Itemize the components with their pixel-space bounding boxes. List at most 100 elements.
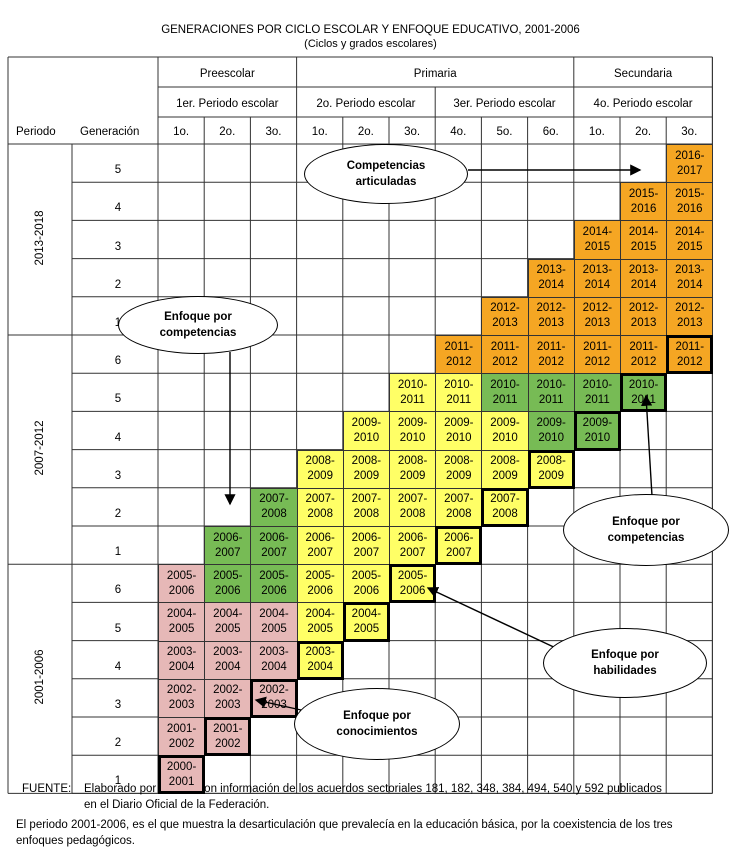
cycle-start: 2004-	[213, 607, 243, 620]
cycle-cell: 2012- 2013	[620, 296, 668, 336]
cycle-start: 2011-	[629, 340, 658, 353]
cycle-cell: 2012- 2013	[481, 296, 529, 336]
cycle-end: 2009	[492, 470, 518, 483]
cycle-cell: 2015- 2016	[620, 182, 668, 222]
cycle-start: 2016-	[675, 149, 705, 162]
cycle-end: 2005	[168, 622, 195, 635]
cycle-start: 2004-	[259, 607, 289, 620]
cycle-end: 2011	[538, 393, 564, 406]
cycle-cell: 2007- 2008	[250, 487, 298, 527]
grade-header-2: 3o.	[265, 126, 282, 138]
grade-header-0: 1o.	[173, 126, 190, 138]
cycle-start: 2006-	[397, 531, 428, 544]
cycle-end: 2011	[631, 393, 656, 406]
callout-line-0: Enfoque por	[164, 311, 232, 323]
cycle-start: 2011-	[536, 340, 566, 353]
cycle-cell: 2000- 2001	[158, 755, 206, 795]
cycle-end: 2005	[353, 622, 380, 635]
cycle-cell: 2005- 2006	[204, 564, 252, 604]
cycle-start: 2004-	[166, 607, 197, 620]
cycle-start: 2010-	[628, 378, 659, 391]
cycle-cell: 2013- 2014	[527, 258, 575, 298]
cycle-start: 2014-	[628, 225, 659, 238]
cycle-cell: 2009- 2010	[573, 411, 621, 451]
cycle-cell: 2009- 2010	[389, 411, 437, 451]
cycle-end: 2007	[445, 546, 472, 559]
note-text-1: El periodo 2001-2006, es el que muestra …	[16, 819, 673, 831]
cycle-cell: 2003- 2004	[158, 640, 206, 680]
cycle-cell: 2007- 2008	[296, 487, 344, 527]
cycle-end: 2008	[261, 508, 287, 521]
cycle-cell: 2014- 2015	[620, 220, 668, 260]
cycle-cell: 2003- 2004	[250, 640, 298, 680]
cycle-end: 2016	[676, 202, 703, 215]
generation-label: 2	[114, 278, 122, 291]
cycle-start: 2008-	[536, 455, 566, 468]
cycle-cell: 2008- 2009	[342, 449, 390, 489]
cycle-cell: 2010- 2011	[573, 373, 621, 413]
cycle-end: 2005	[261, 622, 287, 635]
cycle-cell: 2009- 2010	[342, 411, 390, 451]
cycle-start: 2002-	[213, 684, 243, 697]
cycle-start: 2006-	[444, 531, 474, 544]
school-period-header-0: 1er. Periodo escolar	[176, 98, 279, 110]
cycle-start: 2011-	[583, 340, 612, 353]
grade-header-1: 2o.	[219, 126, 236, 138]
cycle-cell: 2003- 2004	[296, 640, 344, 680]
level-header-0: Preescolar	[199, 68, 255, 80]
cycle-cell: 2008- 2009	[527, 449, 575, 489]
callout-enfoque-competencias-left: Enfoque por competencias	[118, 296, 278, 354]
cycle-start: 2008-	[444, 455, 474, 468]
cycle-start: 2010-	[490, 378, 520, 391]
cycle-end: 2009	[445, 470, 472, 483]
cycle-start: 2004-	[351, 607, 382, 620]
note-text-2: enfoques pedagógicos.	[16, 835, 135, 847]
cycle-end: 2013	[492, 317, 518, 330]
cycle-end: 2013	[538, 317, 564, 330]
cycle-end: 2006	[353, 584, 380, 597]
cycle-end: 2006	[307, 584, 333, 597]
cycle-cell: 2011- 2012	[527, 335, 575, 375]
callout-line-1: competencias	[159, 327, 237, 339]
cycle-end: 2012	[676, 355, 703, 368]
callout-line-1: conocimientos	[336, 726, 418, 738]
cycle-start: 2006-	[259, 531, 289, 544]
cycle-end: 2010	[353, 431, 380, 444]
cycle-cell: 2004- 2005	[296, 602, 344, 642]
cycle-cell: 2007- 2008	[481, 487, 529, 527]
cycle-cell: 2012- 2013	[666, 296, 714, 336]
cycle-start: 2008-	[490, 455, 520, 468]
fuente-text-1: Elaborado por la ASF, con información de…	[84, 783, 662, 795]
cycle-end: 2008	[445, 508, 472, 521]
cycle-cell: 2006- 2007	[204, 526, 252, 566]
cycle-start: 2013-	[675, 264, 705, 277]
cycle-end: 2006	[399, 584, 426, 597]
cycle-end: 2003	[214, 699, 241, 712]
fuente-label: FUENTE:	[22, 783, 72, 795]
cycle-start: 2003-	[259, 646, 289, 659]
cycle-start: 2009-	[444, 416, 474, 429]
cycle-start: 2012-	[536, 302, 566, 315]
cycle-start: 2012-	[675, 302, 705, 315]
grade-header-3: 1o.	[311, 126, 328, 138]
cycle-end: 2006	[214, 584, 241, 597]
cycle-start: 2011-	[490, 340, 520, 353]
cycle-cell: 2002- 2003	[158, 678, 206, 718]
callout-competencias-articuladas: Competencias articuladas	[304, 144, 468, 204]
cycle-start: 2013-	[536, 264, 566, 277]
cycle-start: 2003-	[213, 646, 243, 659]
cycle-end: 2012	[492, 355, 518, 368]
cycle-end: 2008	[399, 508, 426, 521]
cycle-cell: 2002- 2003	[204, 678, 252, 718]
cycle-cell: 2008- 2009	[481, 449, 529, 489]
cycle-start: 2008-	[305, 455, 335, 468]
cycle-cell: 2012- 2013	[527, 296, 575, 336]
cycle-end: 2007	[399, 546, 426, 559]
cycle-start: 2009-	[490, 416, 520, 429]
cycle-start: 2011-	[675, 340, 705, 353]
generation-label: 1	[114, 775, 122, 788]
callout-enfoque-conocimientos: Enfoque por conocimientos	[294, 688, 460, 760]
generation-label: 2	[114, 737, 122, 750]
cycle-end: 2014	[538, 279, 564, 292]
grade-header-7: 5o.	[496, 126, 513, 138]
